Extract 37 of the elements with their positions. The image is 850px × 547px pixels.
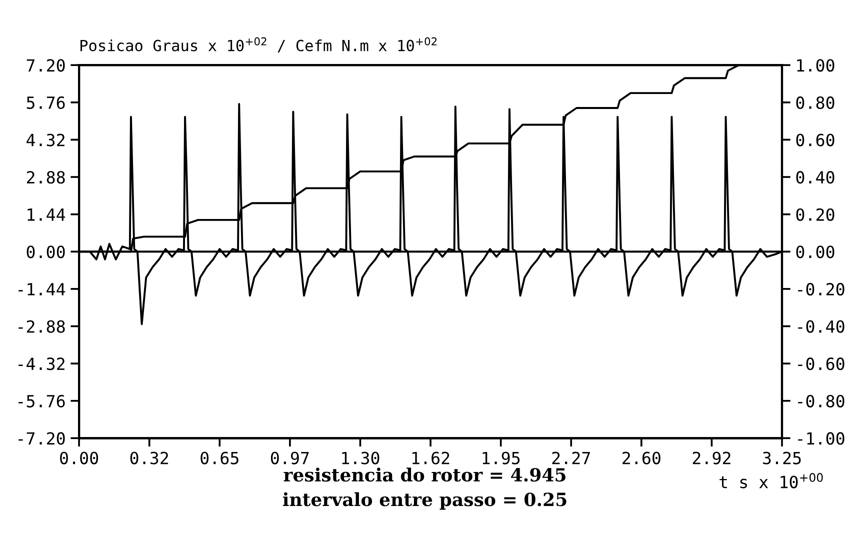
y2-tick-label: -0.80 [798, 394, 844, 408]
x-tick-label: 0.32 [130, 452, 168, 464]
x-tick-label: 1.95 [482, 452, 520, 464]
y-tick-label: -5.76 [18, 394, 65, 408]
y-tick-label: 5.76 [26, 96, 65, 110]
x-tick-label: 0.65 [200, 452, 238, 464]
x-tick-label: 2.27 [552, 452, 590, 464]
text: resistencia do rotor = 4.945 [284, 468, 566, 482]
y-tick-label: -7.20 [18, 432, 65, 445]
y2-tick-label: 0.40 [796, 171, 834, 184]
x-tick-label: 2.92 [692, 452, 730, 464]
y2-tick-label: 0.80 [796, 96, 834, 110]
text: intervalo entre passo = 0.25 [282, 492, 566, 510]
y-tick-label: 4.32 [26, 134, 64, 146]
y2-tick-label: 0.00 [796, 246, 834, 258]
y2-tick-label: 0.60 [796, 134, 834, 146]
y2-tick-label: 1.00 [797, 59, 834, 72]
y-tick-label: 1.44 [28, 208, 66, 221]
y2-tick-label: -0.20 [798, 282, 844, 296]
x-tick-label: 1.62 [412, 452, 450, 464]
x-tick-label: 0.00 [60, 452, 98, 464]
x-tick-label: 3.25 [763, 452, 801, 464]
y-tick-label: 7.20 [26, 59, 65, 72]
x-axis-title: t s x 10$^{+00}$ [720, 473, 823, 488]
x-tick-label: 1.30 [342, 452, 380, 464]
y-tick-label: -4.32 [18, 358, 64, 370]
y-tick-label: 0.00 [26, 246, 65, 258]
chart-title: Posicao Graus x 10$^{+02}$ / Cefm N.m x 10$^{+02}$ [80, 37, 437, 53]
y2-tick-label: -0.40 [798, 320, 844, 333]
y2-tick-label: 0.20 [796, 208, 834, 221]
y2-tick-label: -1.00 [798, 432, 844, 445]
x-tick-label: 0.97 [270, 452, 309, 464]
y-tick-label: -2.88 [18, 320, 65, 333]
y2-tick-label: -0.60 [798, 358, 844, 370]
y-tick-label: 2.88 [26, 171, 65, 184]
x-tick-label: 2.60 [622, 452, 660, 464]
y-tick-label: -1.44 [18, 283, 66, 296]
